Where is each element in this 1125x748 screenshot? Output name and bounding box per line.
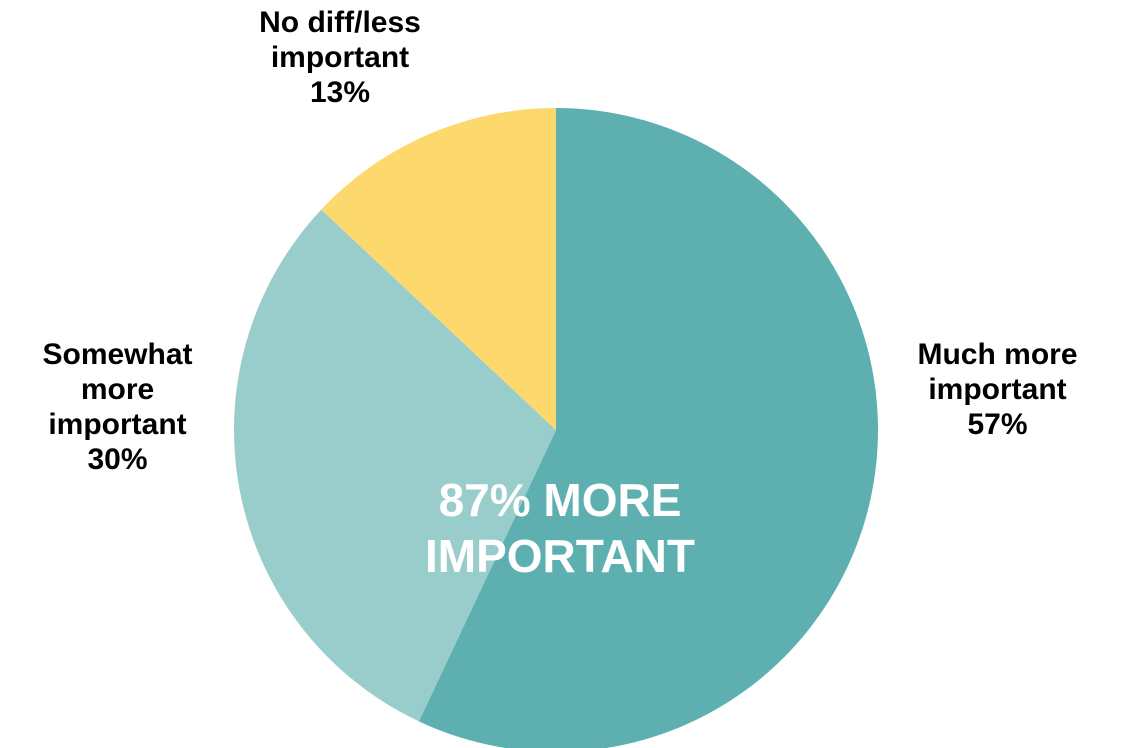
pie-slices (234, 108, 878, 748)
data-label-somewhat-line-3: important (48, 408, 187, 441)
data-label-no-diff-value: 13% (309, 76, 371, 109)
data-label-no-diff-line-2: important (270, 41, 410, 74)
data-label-no-diff: No diff/less important 13% (230, 5, 450, 110)
data-label-much: Much more important 57% (880, 337, 1115, 442)
pie-slice-no-diff-less-important (321, 108, 556, 430)
data-label-somewhat-line-2: more (80, 373, 155, 406)
center-callout-line-1: 87% MORE (438, 474, 682, 526)
center-callout: 87% MORE IMPORTANT (370, 472, 750, 584)
center-callout-line-2: IMPORTANT (424, 530, 695, 582)
data-label-much-value: 57% (967, 408, 1028, 441)
data-label-much-line-1: Much more (917, 338, 1078, 371)
data-label-somewhat: Somewhat more important 30% (0, 337, 235, 477)
pie-slice-somewhat-more-important (234, 209, 557, 722)
pie-slice-much-more-important (418, 108, 878, 748)
data-label-somewhat-value: 30% (87, 443, 148, 476)
data-label-no-diff-line-1: No diff/less (259, 6, 421, 39)
data-label-much-line-2: important (928, 373, 1067, 406)
data-label-somewhat-line-1: Somewhat (42, 338, 193, 371)
